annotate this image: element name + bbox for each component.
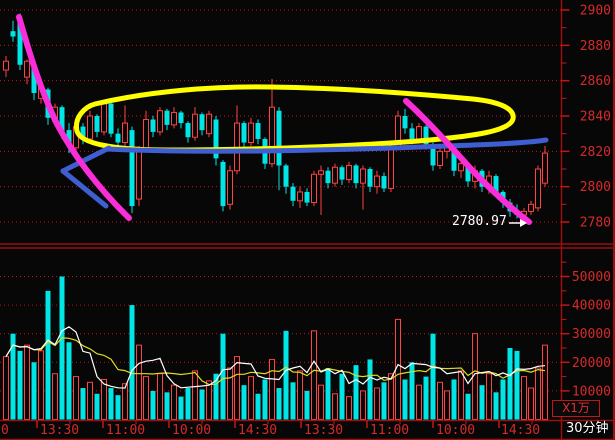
svg-text:2820: 2820 (580, 145, 611, 160)
svg-text:14:30: 14:30 (501, 423, 540, 438)
svg-text:11:00: 11:00 (106, 423, 145, 438)
svg-text:10000: 10000 (572, 384, 611, 399)
svg-text:2840: 2840 (580, 110, 611, 125)
svg-text:2880: 2880 (580, 39, 611, 54)
svg-text:0: 0 (1, 423, 9, 438)
magenta-trendline-1 (16, 14, 132, 221)
hand-drawn-annotations (16, 14, 549, 227)
volume-ma-white (5, 326, 546, 389)
svg-text:10:00: 10:00 (436, 423, 475, 438)
svg-text:2800: 2800 (580, 180, 611, 195)
svg-text:14:30: 14:30 (238, 423, 277, 438)
blue-arrow-shaft (105, 137, 549, 154)
volume-series (3, 276, 548, 421)
svg-text:2860: 2860 (580, 74, 611, 89)
blue-arrow-barb-lower (60, 168, 109, 209)
svg-text:13:30: 13:30 (40, 423, 79, 438)
svg-text:40000: 40000 (572, 299, 611, 314)
volume-unit-badge: X1万 (552, 400, 600, 417)
svg-text:2780: 2780 (580, 216, 611, 231)
volume-ma-lines (5, 326, 546, 389)
svg-text:10:00: 10:00 (172, 423, 211, 438)
svg-text:13:30: 13:30 (304, 423, 343, 438)
low-annotation-arrowhead (520, 219, 527, 227)
svg-text:30000: 30000 (572, 327, 611, 342)
low-price-annotation: 2780.97 (452, 214, 507, 229)
blue-arrow-barb-upper (60, 145, 112, 174)
svg-text:2900: 2900 (580, 4, 611, 19)
svg-text:50000: 50000 (572, 270, 611, 285)
svg-text:11:00: 11:00 (370, 423, 409, 438)
volume-ma-yellow (5, 337, 546, 386)
svg-text:20000: 20000 (572, 356, 611, 371)
yellow-ellipse (73, 84, 516, 153)
axis-labels: 2900 2880 2860 2840 2820 2800 2780 50000 40000 30… (1, 4, 611, 439)
period-label[interactable]: 30分钟 (566, 421, 609, 436)
magenta-trendline-2 (403, 98, 532, 225)
